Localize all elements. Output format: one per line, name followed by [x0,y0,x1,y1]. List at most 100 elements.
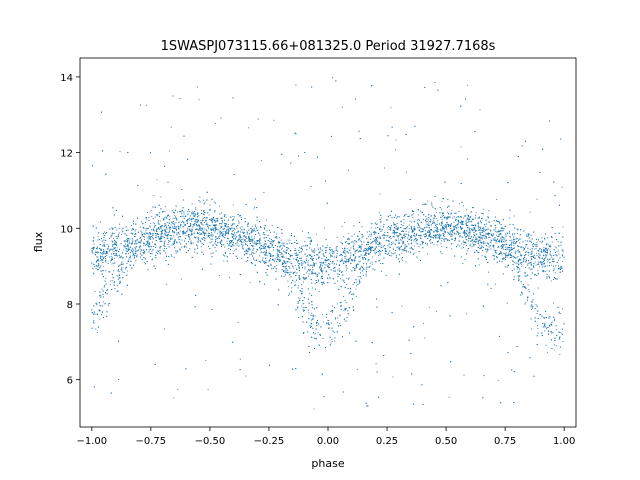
data-point [345,264,348,266]
data-point [459,235,461,237]
data-point [370,235,372,238]
data-point [135,229,137,231]
data-point [343,282,345,284]
data-point [353,233,355,235]
data-point [506,302,508,304]
data-point [93,322,95,324]
data-point [488,237,490,239]
data-point [143,261,145,263]
data-point [392,243,394,245]
data-point [455,226,457,228]
data-point [401,238,403,240]
data-point [549,262,551,264]
data-point [342,250,345,252]
data-point [431,221,433,223]
data-point [411,239,413,241]
data-point [331,249,333,251]
data-point [343,236,345,238]
data-point [228,276,231,278]
data-point [387,227,389,229]
data-point [550,262,552,264]
data-point [219,227,221,229]
data-point [422,323,425,325]
data-point [368,234,370,236]
data-point [289,261,291,263]
data-point [322,262,324,264]
data-point [368,252,370,255]
data-point [96,332,99,334]
data-point [517,256,519,258]
data-point [361,226,363,228]
data-point [201,234,203,236]
data-point [98,239,100,241]
data-point [99,256,101,258]
data-point [511,239,513,241]
data-point [198,223,200,226]
data-point [197,212,199,214]
data-point [500,252,502,255]
data-point [285,257,287,259]
data-point [95,267,97,269]
data-point [332,77,334,79]
data-point [401,305,403,307]
data-point [236,244,238,246]
data-point [440,228,442,230]
data-point [152,222,154,224]
data-point [128,258,130,260]
data-point [257,118,259,120]
data-point [397,229,399,231]
data-point [188,217,190,219]
data-point [306,306,308,309]
data-point [183,211,185,213]
data-point [103,244,105,246]
data-point [281,248,283,250]
data-point [522,249,524,251]
data-point [242,238,244,240]
data-point [105,261,107,263]
data-point [459,215,462,217]
data-point [277,251,279,253]
data-point [531,268,533,270]
data-point [130,224,132,227]
data-point [214,123,216,125]
data-point [550,264,552,266]
data-point [533,257,535,259]
data-point [462,232,464,234]
data-point [519,262,521,265]
data-point [420,231,422,233]
data-point [511,256,513,258]
data-point [190,223,192,225]
data-point [276,248,278,250]
data-point [441,218,443,221]
data-point [281,252,283,255]
data-point [183,215,185,217]
data-point [256,219,258,221]
data-point [355,295,357,297]
data-point [410,240,412,242]
data-point [297,307,299,309]
data-point [478,264,480,266]
data-point [441,225,444,227]
data-point [280,239,282,241]
data-point [140,251,142,253]
data-point [258,233,260,235]
data-point [460,223,463,225]
data-point [104,284,106,286]
data-point [536,324,538,327]
data-point [221,231,223,233]
data-point [122,249,125,251]
data-point [110,234,112,236]
data-point [330,310,332,313]
data-point [546,276,548,278]
data-point [281,242,283,244]
data-point [271,225,273,227]
data-point [468,232,470,234]
data-point [436,244,438,246]
data-point [370,227,372,229]
data-point [191,220,193,222]
data-point [102,269,104,271]
data-point [424,230,426,232]
data-point [316,244,319,246]
data-point [510,246,512,249]
data-point [526,244,528,246]
